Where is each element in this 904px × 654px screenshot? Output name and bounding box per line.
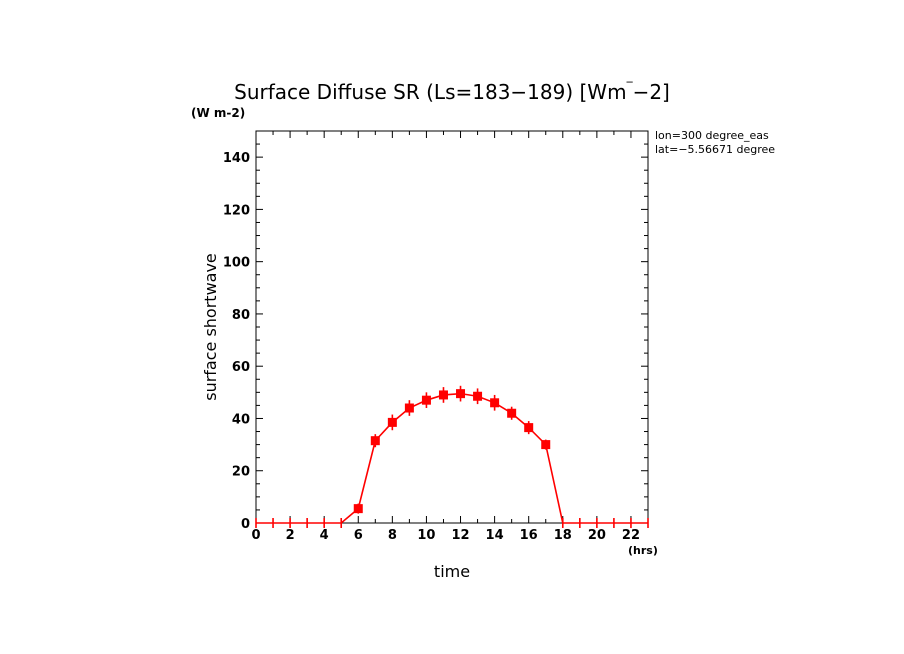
x-tick-label: 22 bbox=[622, 528, 640, 543]
data-point bbox=[404, 403, 414, 413]
x-tick-label: 14 bbox=[486, 528, 504, 543]
y-axis-label: surface shortwave bbox=[201, 253, 220, 401]
data-point bbox=[490, 398, 500, 408]
x-tick-label: 12 bbox=[451, 528, 469, 543]
data-point bbox=[438, 390, 448, 400]
data-point bbox=[507, 408, 517, 418]
x-tick-label: 0 bbox=[251, 528, 260, 543]
x-tick-label: 8 bbox=[388, 528, 397, 543]
x-tick-label: 4 bbox=[320, 528, 329, 543]
chart-title-main: Surface Diffuse SR (Ls=183−189) [Wm bbox=[234, 80, 626, 104]
x-unit-label: (hrs) bbox=[628, 544, 658, 557]
data-point bbox=[473, 391, 483, 401]
series-line bbox=[256, 392, 648, 524]
data-point bbox=[541, 440, 551, 450]
y-tick-label: 60 bbox=[232, 360, 250, 375]
y-ticks: 0 20 40 60 80 100 120 140 bbox=[223, 130, 648, 532]
data-point bbox=[353, 504, 363, 514]
chart-title-end: −2] bbox=[633, 80, 670, 104]
x-tick-label: 16 bbox=[520, 528, 538, 543]
data-point bbox=[387, 417, 397, 427]
annotation-lat: lat=−5.56671 degree bbox=[655, 143, 775, 156]
plot-axes bbox=[255, 130, 649, 524]
x-tick-label: 10 bbox=[417, 528, 435, 543]
x-axis-label: time bbox=[434, 562, 470, 581]
data-point bbox=[524, 423, 534, 433]
data-series bbox=[255, 385, 649, 528]
y-tick-label: 120 bbox=[223, 203, 250, 218]
y-unit-label: (W m-2) bbox=[191, 106, 245, 120]
y-tick-label: 40 bbox=[232, 412, 250, 427]
x-tick-label: 18 bbox=[554, 528, 572, 543]
x-tick-label: 2 bbox=[286, 528, 295, 543]
data-point bbox=[421, 395, 431, 405]
y-tick-label: 0 bbox=[241, 517, 250, 532]
chart-title-superscript-bar: ‾ bbox=[626, 80, 634, 94]
chart-title: Surface Diffuse SR (Ls=183−189) [Wm‾−2] bbox=[234, 80, 670, 104]
x-ticks: 0 2 4 6 8 10 12 14 16 18 20 22 bbox=[251, 131, 649, 543]
plot-frame bbox=[255, 130, 649, 524]
data-point bbox=[456, 389, 466, 399]
x-tick-label: 6 bbox=[354, 528, 363, 543]
y-tick-label: 140 bbox=[223, 151, 250, 166]
x-tick-label: 20 bbox=[588, 528, 606, 543]
y-tick-label: 20 bbox=[232, 465, 250, 480]
y-tick-label: 100 bbox=[223, 256, 250, 271]
data-point bbox=[370, 436, 380, 446]
annotation-lon: lon=300 degree_eas bbox=[655, 129, 769, 142]
y-tick-label: 80 bbox=[232, 308, 250, 323]
